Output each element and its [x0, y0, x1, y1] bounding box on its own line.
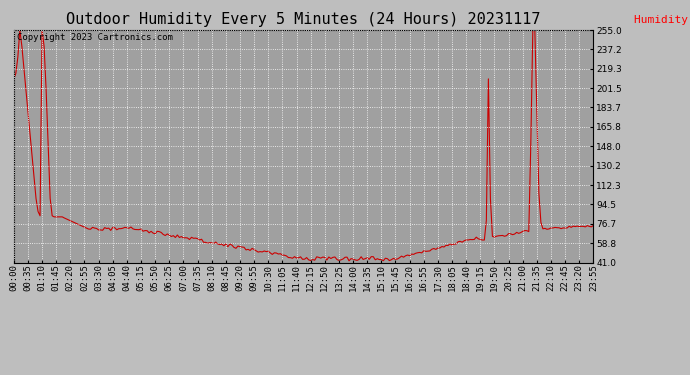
Text: Copyright 2023 Cartronics.com: Copyright 2023 Cartronics.com — [17, 33, 172, 42]
Title: Outdoor Humidity Every 5 Minutes (24 Hours) 20231117: Outdoor Humidity Every 5 Minutes (24 Hou… — [66, 12, 541, 27]
Y-axis label: Humidity (%): Humidity (%) — [634, 15, 690, 26]
